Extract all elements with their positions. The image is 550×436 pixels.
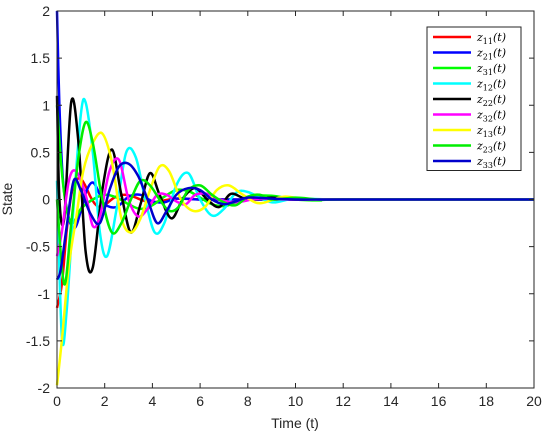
y-tick-label: 1 [42, 97, 50, 113]
y-tick-label: 2 [42, 3, 50, 19]
legend-entry-22: z22(t) [476, 93, 506, 108]
y-tick-label: -1 [38, 286, 51, 302]
axes-layer: 0 2 4 6 8 10 12 14 16 18 20 -2 -1.5 -1 -0.5 0 0.5 1 1.5 2 [26, 3, 542, 409]
y-tick-label: -2 [38, 380, 51, 396]
legend-entry-32: z32(t) [476, 109, 506, 124]
x-tick-label: 20 [526, 393, 542, 409]
x-tick-label: 16 [431, 393, 447, 409]
legend-entry-11: z11(t) [476, 31, 506, 46]
y-tick-label: -0.5 [26, 239, 50, 255]
x-tick-label: 10 [288, 393, 304, 409]
legend-entry-12: z12(t) [476, 78, 506, 93]
x-tick-label: 14 [383, 393, 399, 409]
legend-entry-33: z33(t) [476, 155, 506, 170]
y-tick-label: 0.5 [31, 144, 51, 160]
y-axis-label: State [0, 182, 15, 215]
legend-entry-13: z13(t) [476, 124, 506, 139]
legend: z11(t)z21(t)z31(t)z12(t)z22(t)z32(t)z13(… [426, 26, 522, 171]
series-line-33 [55, 161, 534, 281]
x-axis-label: Time (t) [271, 415, 319, 431]
y-tick-label: -1.5 [26, 333, 50, 349]
legend-entry-23: z23(t) [476, 140, 506, 155]
x-tick-label: 2 [101, 393, 109, 409]
y-tick-label: 1.5 [31, 50, 51, 66]
x-tick-label: 18 [479, 393, 495, 409]
x-tick-label: 12 [335, 393, 351, 409]
x-tick-label: 0 [53, 393, 61, 409]
y-tick-label: 0 [42, 192, 50, 208]
legend-entry-21: z21(t) [476, 47, 506, 62]
series-layer [55, 10, 535, 386]
x-tick-label: 6 [196, 393, 204, 409]
x-tick-label: 8 [244, 393, 252, 409]
x-tick-label: 4 [149, 393, 157, 409]
legend-entry-31: z31(t) [476, 62, 506, 77]
